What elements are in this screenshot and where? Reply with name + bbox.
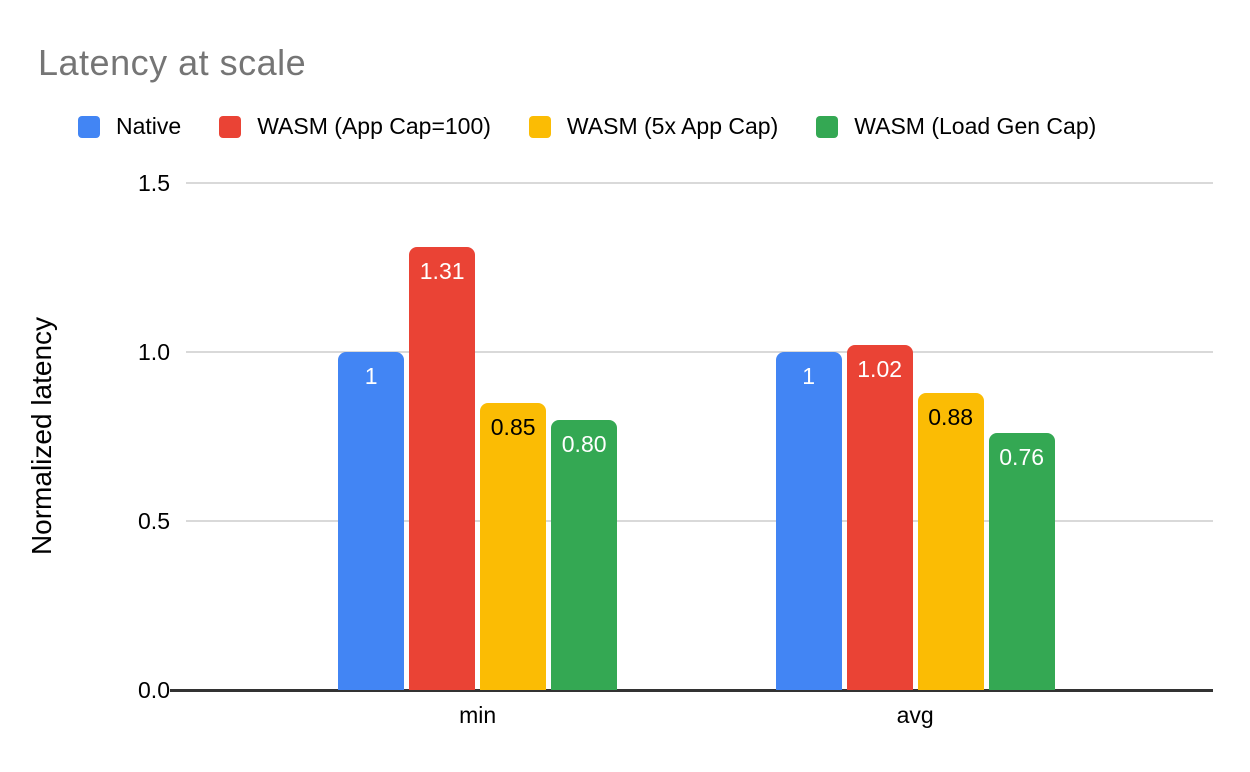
- legend-swatch-icon: [219, 115, 242, 138]
- legend-item-wasm-load-gen-cap: WASM (Load Gen Cap): [816, 113, 1096, 140]
- bar-wasm-5x-app-cap-avg: 0.88: [917, 392, 984, 690]
- legend-label: Native: [116, 113, 182, 139]
- bar-wasm-app-cap-100-avg: 1.02: [846, 345, 913, 690]
- y-axis-title: Normalized latency: [26, 316, 57, 556]
- gridline: [186, 351, 1213, 353]
- bar-value-label: 1.02: [857, 356, 903, 383]
- legend-item-wasm-5x-app-cap: WASM (5x App Cap): [528, 113, 779, 140]
- y-tick-label: 1.5: [138, 170, 170, 196]
- x-category-label-avg: avg: [896, 702, 934, 728]
- legend-item-wasm-app-cap-100: WASM (App Cap=100): [219, 113, 491, 140]
- legend-swatch-icon: [78, 115, 100, 138]
- legend-swatch-icon: [816, 115, 839, 138]
- bar-value-label: 0.76: [999, 444, 1045, 471]
- x-category-label-min: min: [459, 702, 497, 728]
- bar-value-label: 0.80: [561, 430, 607, 457]
- x-axis-line: [170, 689, 1213, 692]
- y-tick-label: 0.0: [138, 677, 170, 703]
- legend-swatch-icon: [528, 115, 551, 138]
- bar-native-min: 1: [338, 352, 405, 690]
- bar-wasm-app-cap-100-min: 1.31: [409, 247, 476, 690]
- y-axis-tick-labels: 0.0 0.5 1.0 1.5: [110, 0, 170, 772]
- legend-label: WASM (5x App Cap): [566, 113, 779, 139]
- legend-item-native: Native: [78, 113, 181, 140]
- legend-label: WASM (App Cap=100): [257, 113, 491, 139]
- y-tick-label: 1.0: [138, 339, 170, 365]
- bar-wasm-load-gen-cap-min: 0.80: [551, 419, 618, 690]
- bar-native-avg: 1: [775, 352, 842, 690]
- gridline: [186, 520, 1213, 522]
- bar-value-label: 0.88: [928, 403, 974, 430]
- bar-value-label: 1: [802, 363, 816, 389]
- bar-value-label: 1: [364, 363, 378, 389]
- y-tick-label: 0.5: [138, 508, 170, 534]
- chart-legend: Native WASM (App Cap=100) WASM (5x App Cap…: [78, 113, 1096, 140]
- bar-wasm-5x-app-cap-min: 0.85: [480, 402, 547, 690]
- bar-value-label: 1.31: [419, 258, 465, 285]
- bar-value-label: 0.85: [490, 413, 536, 440]
- plot-area: 1 1.31 0.85 0.80 1 1.02 0.88 0.76: [170, 182, 1213, 692]
- bar-wasm-load-gen-cap-avg: 0.76: [988, 433, 1055, 690]
- gridline: [186, 182, 1213, 184]
- chart-title: Latency at scale: [38, 42, 307, 83]
- legend-label: WASM (Load Gen Cap): [854, 113, 1097, 139]
